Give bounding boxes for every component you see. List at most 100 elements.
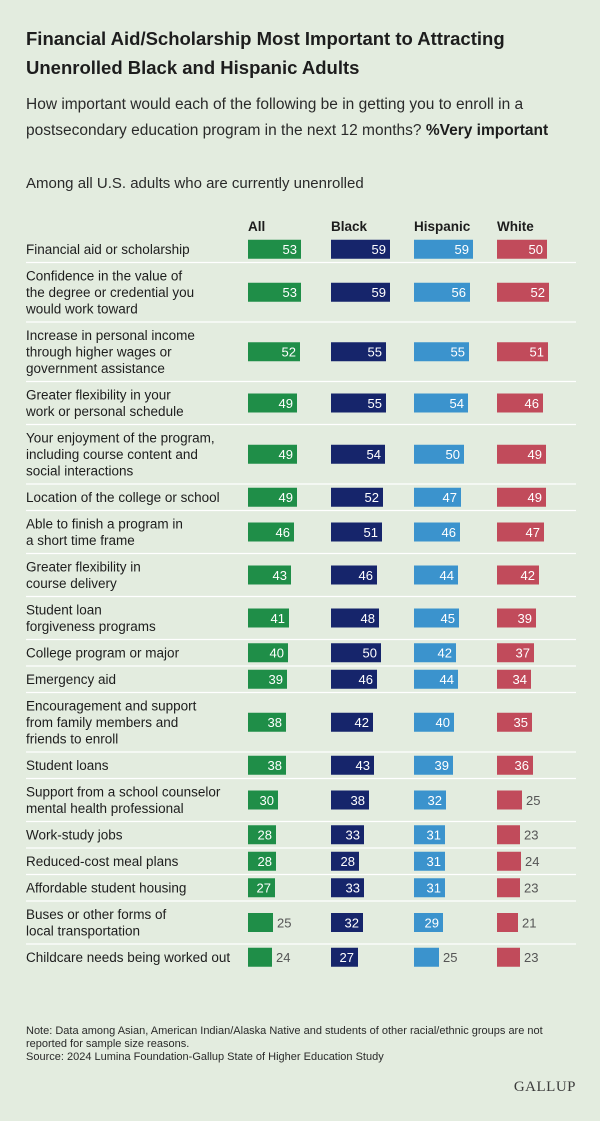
category-label-line: Reduced-cost meal plans bbox=[26, 854, 179, 869]
data-label-hispanic: 31 bbox=[427, 854, 441, 869]
category-label-line: Childcare needs being worked out bbox=[26, 950, 230, 965]
category-label-line: course delivery bbox=[26, 576, 117, 591]
bar-hispanic bbox=[414, 878, 445, 898]
data-label-all: 49 bbox=[279, 396, 293, 411]
column-header-hispanic: Hispanic bbox=[414, 219, 471, 234]
data-label-black: 46 bbox=[359, 672, 373, 687]
category-label-line: Your enjoyment of the program, bbox=[26, 430, 215, 445]
category-label-line: forgiveness programs bbox=[26, 619, 156, 634]
bar-black bbox=[331, 444, 385, 464]
category-label-line: Student loan bbox=[26, 602, 102, 617]
data-label-white: 24 bbox=[525, 854, 539, 869]
bar-hispanic bbox=[414, 669, 458, 689]
data-label-hispanic: 31 bbox=[427, 881, 441, 896]
bar-black bbox=[331, 608, 379, 628]
bar-all bbox=[248, 239, 301, 259]
category-label-line: friends to enroll bbox=[26, 731, 118, 746]
category-label-line: Financial aid or scholarship bbox=[26, 242, 190, 257]
bar-all bbox=[248, 643, 288, 663]
data-label-black: 43 bbox=[356, 758, 370, 773]
bar-hispanic bbox=[414, 851, 445, 871]
bar-all bbox=[248, 825, 276, 845]
bar-hispanic bbox=[414, 913, 443, 932]
bar-black bbox=[331, 825, 364, 845]
bar-hispanic bbox=[414, 282, 470, 302]
category-label: Location of the college or school bbox=[26, 490, 220, 505]
category-label-line: work or personal schedule bbox=[25, 404, 184, 419]
bar-hispanic bbox=[414, 947, 439, 967]
category-label: Able to finish a program in a short time … bbox=[26, 516, 183, 548]
data-label-black: 55 bbox=[368, 396, 382, 411]
data-label-white: 35 bbox=[514, 715, 528, 730]
data-label-white: 25 bbox=[526, 793, 540, 808]
bar-all bbox=[248, 342, 300, 362]
category-label-line: government assistance bbox=[26, 361, 165, 376]
category-label-line: Location of the college or school bbox=[26, 490, 220, 505]
data-label-black: 59 bbox=[372, 285, 386, 300]
category-label: Buses or other forms of local transportat… bbox=[26, 907, 167, 939]
bar-all bbox=[248, 947, 272, 967]
data-label-black: 27 bbox=[340, 950, 354, 965]
category-label-line: Greater flexibility in your bbox=[26, 387, 171, 402]
bar-black bbox=[331, 342, 386, 362]
bar-black bbox=[331, 487, 383, 507]
bar-black bbox=[331, 643, 381, 663]
source-note: Source: 2024 Lumina Foundation-Gallup St… bbox=[26, 1051, 384, 1063]
data-label-hispanic: 50 bbox=[446, 447, 460, 462]
data-label-all: 40 bbox=[270, 646, 284, 661]
bar-black bbox=[331, 282, 390, 302]
category-label-line: Affordable student housing bbox=[26, 880, 186, 895]
chart-subtitle: How important would each of the followin… bbox=[26, 92, 586, 144]
subtitle-question: How important would each of the followin… bbox=[26, 96, 524, 139]
category-label: Increase in personal income through highe… bbox=[26, 328, 195, 376]
subtitle-emphasis: %Very important bbox=[425, 122, 549, 139]
data-label-all: 49 bbox=[279, 447, 293, 462]
category-label: Emergency aid bbox=[26, 672, 116, 687]
bar-white bbox=[497, 712, 532, 732]
data-label-black: 50 bbox=[363, 646, 377, 661]
footnote: Note: Data among Asian, American Indian/… bbox=[26, 1025, 543, 1050]
data-label-all: 49 bbox=[279, 490, 293, 505]
bar-white bbox=[497, 522, 544, 542]
category-label-line: Buses or other forms of bbox=[26, 907, 167, 922]
data-label-black: 42 bbox=[355, 715, 369, 730]
category-label: Confidence in the value of the degree or … bbox=[25, 268, 194, 316]
data-label-white: 42 bbox=[521, 568, 535, 583]
bar-white bbox=[497, 755, 533, 775]
data-label-hispanic: 31 bbox=[427, 828, 441, 843]
data-label-hispanic: 32 bbox=[428, 793, 442, 808]
category-label: Greater flexibility in your work or perso… bbox=[25, 387, 184, 419]
bar-white bbox=[497, 239, 547, 259]
bar-white bbox=[497, 487, 546, 507]
category-label-line: Emergency aid bbox=[26, 672, 116, 687]
data-label-hispanic: 59 bbox=[455, 242, 469, 257]
category-label-line: Support from a school counselor bbox=[26, 784, 221, 799]
bar-black bbox=[331, 947, 358, 967]
data-label-hispanic: 29 bbox=[425, 915, 439, 930]
bar-all bbox=[248, 522, 294, 542]
data-label-white: 37 bbox=[516, 646, 530, 661]
bar-white bbox=[497, 669, 531, 689]
bar-white bbox=[497, 565, 539, 585]
bar-hispanic bbox=[414, 643, 456, 663]
data-label-hispanic: 54 bbox=[450, 396, 464, 411]
data-label-black: 28 bbox=[341, 854, 355, 869]
data-label-white: 34 bbox=[513, 672, 527, 687]
data-label-all: 25 bbox=[277, 915, 291, 930]
data-label-white: 50 bbox=[529, 242, 543, 257]
category-label-line: Student loans bbox=[26, 758, 109, 773]
data-label-white: 21 bbox=[522, 915, 536, 930]
data-label-hispanic: 56 bbox=[452, 285, 466, 300]
bar-hispanic bbox=[414, 755, 453, 775]
data-label-black: 52 bbox=[365, 490, 379, 505]
bar-all bbox=[248, 669, 287, 689]
bar-hispanic bbox=[414, 565, 458, 585]
data-label-black: 48 bbox=[361, 611, 375, 626]
data-label-all: 39 bbox=[269, 672, 283, 687]
data-label-white: 49 bbox=[528, 490, 542, 505]
bar-white bbox=[497, 947, 520, 967]
category-label: Affordable student housing bbox=[26, 880, 186, 895]
bar-white bbox=[497, 913, 518, 932]
bar-black bbox=[331, 669, 377, 689]
data-label-all: 24 bbox=[276, 950, 290, 965]
